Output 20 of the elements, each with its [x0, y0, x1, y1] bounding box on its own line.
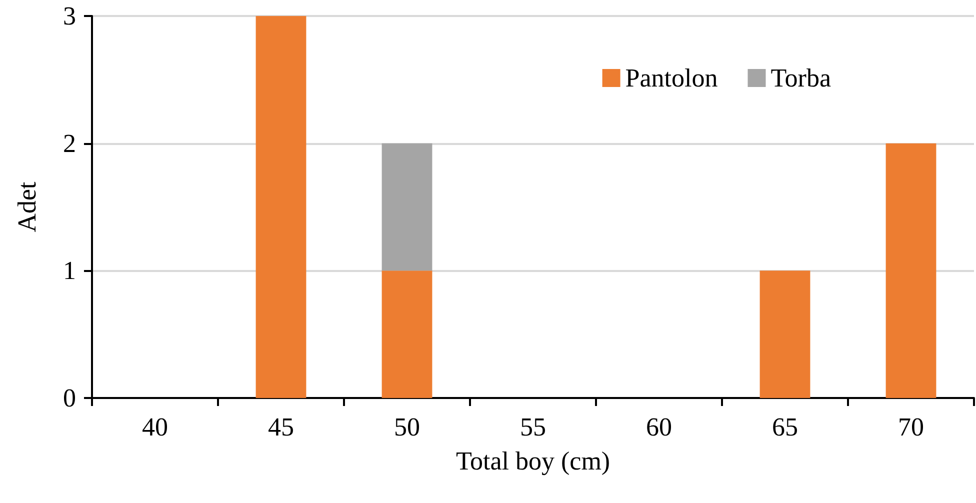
y-tick-label: 0: [63, 384, 76, 412]
bar: [760, 270, 810, 398]
bar: [256, 16, 306, 398]
bar: [382, 143, 432, 271]
x-tick-label: 50: [394, 412, 420, 442]
x-tick-label: 65: [772, 412, 798, 442]
x-tick-label: 55: [520, 412, 546, 442]
y-axis-title: Adet: [12, 180, 42, 232]
x-tick-label: 70: [898, 412, 924, 442]
x-tick-label: 60: [646, 412, 672, 442]
x-axis-title: Total boy (cm): [456, 446, 610, 476]
y-tick-label: 3: [63, 2, 76, 30]
y-tick-label: 1: [63, 256, 76, 286]
bar: [382, 270, 432, 398]
x-tick-label: 40: [142, 412, 168, 442]
legend-label: Torba: [770, 64, 832, 92]
y-tick-label: 2: [63, 128, 76, 158]
bar: [886, 143, 936, 398]
x-tick-label: 45: [268, 412, 294, 442]
legend-label: Pantolon: [625, 64, 718, 92]
